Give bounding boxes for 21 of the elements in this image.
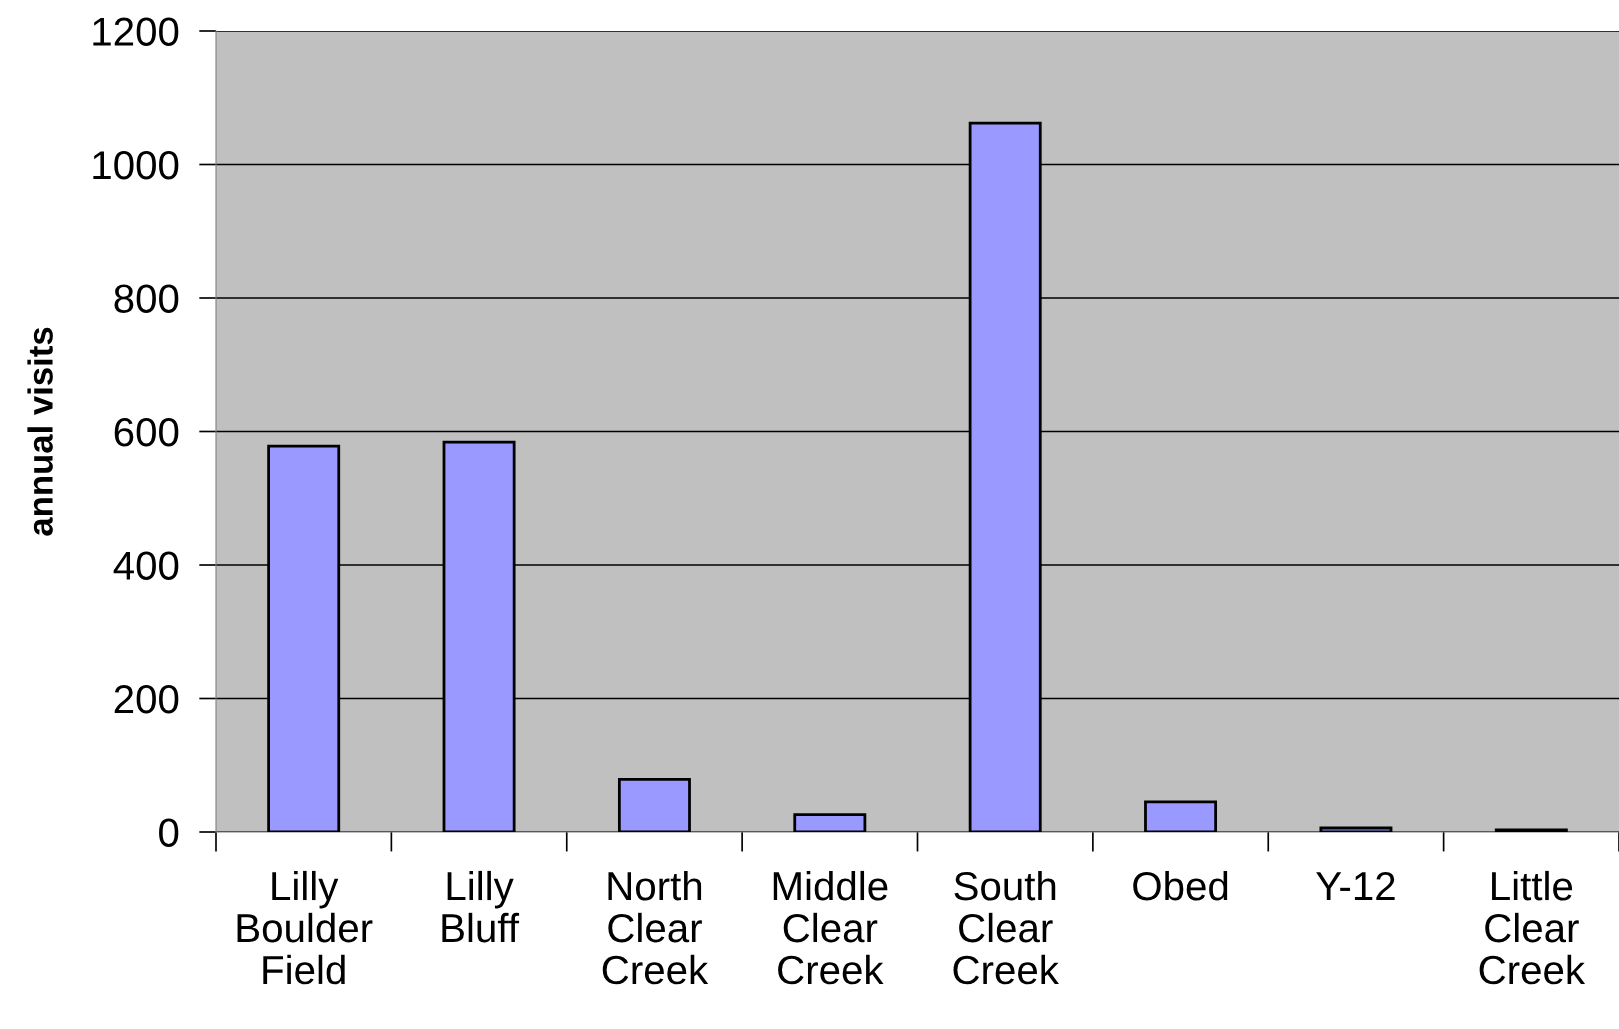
bar [1494, 828, 1568, 832]
y-tick-label: 400 [113, 551, 179, 580]
x-tick-label: Lilly Boulder Field [237, 870, 373, 985]
y-tick-label: 200 [114, 684, 179, 714]
x-tick-label: South Clear Creek [953, 870, 1059, 985]
bar [1144, 800, 1218, 832]
y-tick-label: 800 [114, 284, 179, 313]
bar [617, 777, 691, 832]
x-tick-label: Lilly Bluff [442, 870, 520, 943]
x-tick-label: Y-12 [1316, 871, 1395, 901]
bar [1319, 826, 1393, 832]
y-tick-label: 1000 [93, 150, 179, 180]
x-tick-label: North Clear Creek [602, 870, 709, 985]
bar [793, 813, 867, 832]
y-axis-title: annual visits [27, 327, 53, 536]
y-tick-label: 1200 [93, 17, 179, 46]
y-tick-label: 0 [159, 818, 179, 847]
x-tick-label: Obed [1133, 870, 1228, 901]
x-tick-label: Middle Clear Creek [773, 870, 888, 985]
x-tick-label: Little Clear Creek [1479, 870, 1586, 985]
y-tick-label: 600 [114, 417, 179, 447]
